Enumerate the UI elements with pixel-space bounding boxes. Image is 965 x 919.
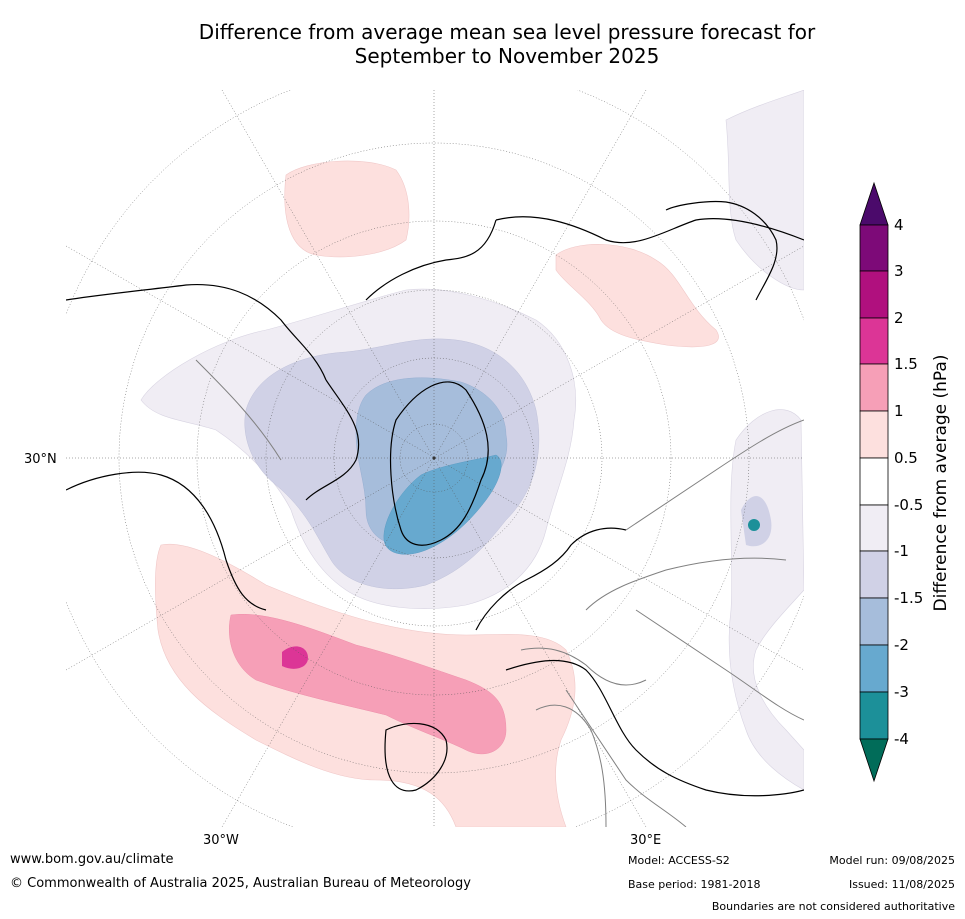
country-borders bbox=[195, 359, 804, 827]
colorbar-bin-1.5to2 bbox=[859, 317, 889, 365]
colorbar-tick: -3 bbox=[894, 683, 909, 701]
colorbar-tick: 4 bbox=[894, 216, 904, 234]
anomaly-pos-strong bbox=[282, 646, 308, 669]
colorbar-tick: -2 bbox=[894, 636, 909, 654]
colorbar-tick: -1 bbox=[894, 542, 909, 560]
colorbar-tick: -1.5 bbox=[894, 589, 924, 607]
anomaly-neg-strongest-spot bbox=[748, 519, 760, 531]
polar-map bbox=[66, 90, 804, 827]
colorbar-tick: 3 bbox=[894, 262, 904, 280]
footer-model: Model: ACCESS-S2 bbox=[628, 854, 730, 867]
colorbar-tick: 1 bbox=[894, 402, 904, 420]
anomaly-pos-light-asia bbox=[555, 244, 719, 348]
title-line-2: September to November 2025 bbox=[354, 44, 660, 68]
footer-base-period: Base period: 1981-2018 bbox=[628, 878, 761, 891]
colorbar-tick: -0.5 bbox=[894, 496, 924, 514]
colorbar-bin-neg1to-1.5 bbox=[859, 550, 889, 599]
map-canvas bbox=[66, 90, 804, 827]
colorbar-bin-0.5to1 bbox=[859, 410, 889, 459]
colorbar-title: Difference from average (hPa) bbox=[931, 354, 951, 612]
colorbar-bin-1to1.5 bbox=[859, 363, 889, 412]
colorbar-bin-3to4 bbox=[859, 224, 889, 272]
title-line-1: Difference from average mean sea level p… bbox=[198, 20, 816, 44]
colorbar-bin-neg0.5to-1 bbox=[859, 504, 889, 552]
map-title: Difference from average mean sea level p… bbox=[0, 20, 965, 68]
colorbar-tick: 1.5 bbox=[894, 355, 918, 373]
lon-label-30e: 30°E bbox=[630, 833, 662, 848]
footer-model-run: Model run: 09/08/2025 bbox=[829, 854, 955, 867]
colorbar-extend-bottom bbox=[859, 738, 889, 783]
footer-website: www.bom.gov.au/climate bbox=[10, 852, 174, 867]
colorbar-tick: 2 bbox=[894, 309, 904, 327]
colorbar-tick: 0.5 bbox=[894, 449, 918, 467]
colorbar-bin-neutral bbox=[859, 457, 889, 506]
footer-boundaries-note: Boundaries are not considered authoritat… bbox=[711, 900, 955, 913]
colorbar-extend-top bbox=[859, 181, 889, 226]
coastlines bbox=[66, 200, 804, 797]
footer-copyright: © Commonwealth of Australia 2025, Austra… bbox=[10, 876, 471, 891]
north-pole-mark bbox=[432, 456, 436, 460]
colorbar-bin-2to3 bbox=[859, 270, 889, 319]
colorbar-tick: -4 bbox=[894, 730, 909, 748]
anomaly-pos-light-pacific bbox=[284, 160, 410, 258]
colorbar-bin-neg1.5to-2 bbox=[859, 597, 889, 646]
lon-label-30w: 30°W bbox=[203, 833, 239, 848]
anomaly-neg-light-asia bbox=[725, 90, 804, 291]
lat-label-30n: 30°N bbox=[24, 452, 57, 467]
colorbar-bin-neg2to-3 bbox=[859, 644, 889, 693]
colorbar-bin-neg3to-4 bbox=[859, 691, 889, 740]
footer-issued: Issued: 11/08/2025 bbox=[848, 878, 955, 891]
